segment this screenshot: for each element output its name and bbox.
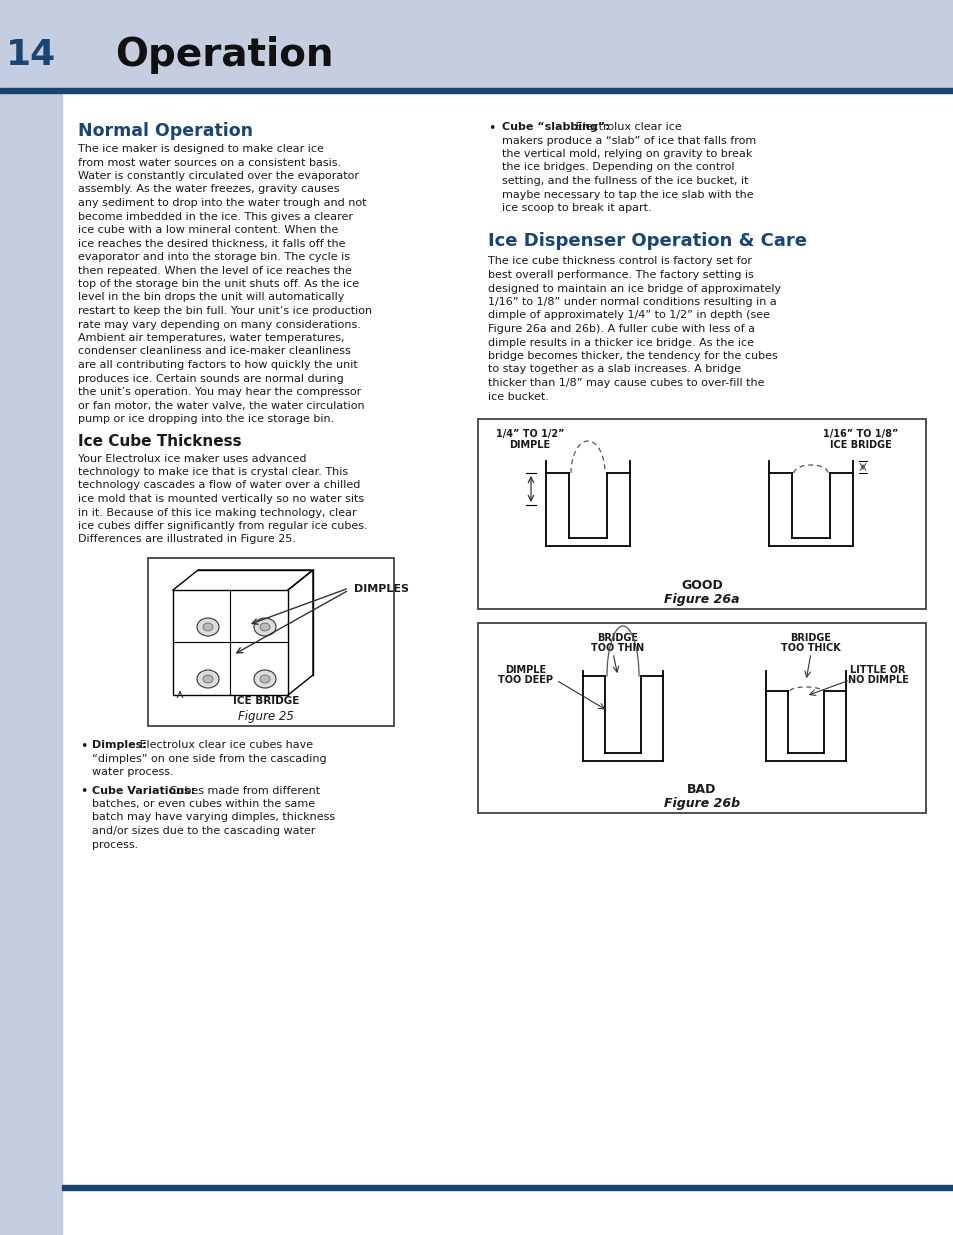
Ellipse shape: [253, 671, 275, 688]
Text: Ambient air temperatures, water temperatures,: Ambient air temperatures, water temperat…: [78, 333, 344, 343]
Text: •: •: [80, 740, 88, 753]
Text: 1/4” TO 1/2”: 1/4” TO 1/2”: [496, 429, 563, 438]
Text: Electrolux clear ice cubes have: Electrolux clear ice cubes have: [136, 740, 313, 750]
Bar: [62, 1186, 953, 1191]
Text: Cubes made from different: Cubes made from different: [166, 785, 320, 795]
Text: 1/16” TO 1/8”: 1/16” TO 1/8”: [822, 429, 898, 438]
Text: water process.: water process.: [91, 767, 173, 777]
Text: GOOD: GOOD: [680, 579, 722, 592]
Text: Ice Dispenser Operation & Care: Ice Dispenser Operation & Care: [488, 232, 806, 251]
Text: Your Electrolux ice maker uses advanced: Your Electrolux ice maker uses advanced: [78, 453, 306, 463]
Text: ice mold that is mounted vertically so no water sits: ice mold that is mounted vertically so n…: [78, 494, 364, 504]
Text: best overall performance. The factory setting is: best overall performance. The factory se…: [488, 270, 753, 280]
Text: rate may vary depending on many considerations.: rate may vary depending on many consider…: [78, 320, 360, 330]
Text: Figure 26a and 26b). A fuller cube with less of a: Figure 26a and 26b). A fuller cube with …: [488, 324, 754, 333]
Text: technology to make ice that is crystal clear. This: technology to make ice that is crystal c…: [78, 467, 348, 477]
Text: level in the bin drops the unit will automatically: level in the bin drops the unit will aut…: [78, 293, 344, 303]
Ellipse shape: [203, 676, 213, 683]
Text: in it. Because of this ice making technology, clear: in it. Because of this ice making techno…: [78, 508, 356, 517]
Ellipse shape: [260, 676, 270, 683]
Bar: [0, 88, 953, 93]
Text: •: •: [488, 122, 495, 135]
Text: assembly. As the water freezes, gravity causes: assembly. As the water freezes, gravity …: [78, 184, 339, 194]
Text: become imbedded in the ice. This gives a clearer: become imbedded in the ice. This gives a…: [78, 211, 353, 221]
Bar: [148, 558, 394, 726]
Text: 14: 14: [6, 38, 56, 72]
Ellipse shape: [260, 622, 270, 631]
Text: The ice cube thickness control is factory set for: The ice cube thickness control is factor…: [488, 257, 751, 267]
Ellipse shape: [253, 618, 275, 636]
Text: Electrolux clear ice: Electrolux clear ice: [572, 122, 681, 132]
Text: Dimples:: Dimples:: [91, 740, 147, 750]
Text: ice reaches the desired thickness, it falls off the: ice reaches the desired thickness, it fa…: [78, 238, 345, 248]
Text: restart to keep the bin full. Your unit’s ice production: restart to keep the bin full. Your unit’…: [78, 306, 372, 316]
Text: Ice Cube Thickness: Ice Cube Thickness: [78, 433, 241, 448]
Bar: [0, 0, 62, 1235]
Text: from most water sources on a consistent basis.: from most water sources on a consistent …: [78, 158, 341, 168]
Text: BRIDGE: BRIDGE: [790, 634, 831, 643]
Text: ICE BRIDGE: ICE BRIDGE: [233, 697, 299, 706]
Text: any sediment to drop into the water trough and not: any sediment to drop into the water trou…: [78, 198, 366, 207]
Text: bridge becomes thicker, the tendency for the cubes: bridge becomes thicker, the tendency for…: [488, 351, 777, 361]
Text: Cube Variations:: Cube Variations:: [91, 785, 195, 795]
Text: ice cube with a low mineral content. When the: ice cube with a low mineral content. Whe…: [78, 225, 338, 235]
Text: DIMPLE: DIMPLE: [505, 664, 546, 676]
Text: BAD: BAD: [686, 783, 716, 797]
Text: Differences are illustrated in Figure 25.: Differences are illustrated in Figure 25…: [78, 535, 295, 545]
Text: condenser cleanliness and ice-maker cleanliness: condenser cleanliness and ice-maker clea…: [78, 347, 351, 357]
Text: top of the storage bin the unit shuts off. As the ice: top of the storage bin the unit shuts of…: [78, 279, 358, 289]
Text: Water is constantly circulated over the evaporator: Water is constantly circulated over the …: [78, 170, 358, 182]
Bar: [477, 419, 925, 609]
Text: the unit’s operation. You may hear the compressor: the unit’s operation. You may hear the c…: [78, 387, 361, 396]
Text: DIMPLES: DIMPLES: [354, 584, 409, 594]
Ellipse shape: [196, 618, 219, 636]
Text: Figure 26b: Figure 26b: [663, 797, 740, 810]
Text: DIMPLE: DIMPLE: [509, 440, 550, 450]
Text: maybe necessary to tap the ice slab with the: maybe necessary to tap the ice slab with…: [501, 189, 753, 200]
Text: dimple of approximately 1/4” to 1/2” in depth (see: dimple of approximately 1/4” to 1/2” in …: [488, 310, 769, 321]
Bar: [477, 622, 925, 813]
Text: BRIDGE: BRIDGE: [597, 634, 638, 643]
Text: or fan motor, the water valve, the water circulation: or fan motor, the water valve, the water…: [78, 400, 364, 410]
Text: are all contributing factors to how quickly the unit: are all contributing factors to how quic…: [78, 359, 357, 370]
Text: Cube “slabbing”:: Cube “slabbing”:: [501, 122, 609, 132]
Text: ice cubes differ significantly from regular ice cubes.: ice cubes differ significantly from regu…: [78, 521, 367, 531]
Text: batches, or even cubes within the same: batches, or even cubes within the same: [91, 799, 314, 809]
Text: TOO THIN: TOO THIN: [591, 643, 644, 653]
Text: ICE BRIDGE: ICE BRIDGE: [829, 440, 891, 450]
Text: TOO DEEP: TOO DEEP: [498, 676, 553, 685]
Text: pump or ice dropping into the ice storage bin.: pump or ice dropping into the ice storag…: [78, 414, 334, 424]
Text: Figure 25: Figure 25: [238, 710, 294, 722]
Text: Operation: Operation: [115, 36, 334, 74]
Text: evaporator and into the storage bin. The cycle is: evaporator and into the storage bin. The…: [78, 252, 350, 262]
Text: dimple results in a thicker ice bridge. As the ice: dimple results in a thicker ice bridge. …: [488, 337, 753, 347]
Text: “dimples” on one side from the cascading: “dimples” on one side from the cascading: [91, 753, 326, 763]
Text: NO DIMPLE: NO DIMPLE: [846, 676, 907, 685]
Text: 1/16” to 1/8” under normal conditions resulting in a: 1/16” to 1/8” under normal conditions re…: [488, 296, 776, 308]
Text: the ice bridges. Depending on the control: the ice bridges. Depending on the contro…: [501, 163, 734, 173]
Text: Figure 26a: Figure 26a: [663, 593, 739, 606]
Text: to stay together as a slab increases. A bridge: to stay together as a slab increases. A …: [488, 364, 740, 374]
Text: ice scoop to break it apart.: ice scoop to break it apart.: [501, 203, 651, 212]
Text: TOO THICK: TOO THICK: [781, 643, 840, 653]
Text: thicker than 1/8” may cause cubes to over-fill the: thicker than 1/8” may cause cubes to ove…: [488, 378, 763, 388]
Text: process.: process.: [91, 840, 138, 850]
Text: and/or sizes due to the cascading water: and/or sizes due to the cascading water: [91, 826, 315, 836]
Text: ice bucket.: ice bucket.: [488, 391, 548, 401]
Text: •: •: [80, 785, 88, 799]
Text: LITTLE OR: LITTLE OR: [849, 664, 904, 676]
Ellipse shape: [196, 671, 219, 688]
Bar: [0, 0, 953, 88]
Text: produces ice. Certain sounds are normal during: produces ice. Certain sounds are normal …: [78, 373, 343, 384]
Text: technology cascades a flow of water over a chilled: technology cascades a flow of water over…: [78, 480, 360, 490]
Text: the vertical mold, relying on gravity to break: the vertical mold, relying on gravity to…: [501, 149, 752, 159]
Text: The ice maker is designed to make clear ice: The ice maker is designed to make clear …: [78, 144, 323, 154]
Text: setting, and the fullness of the ice bucket, it: setting, and the fullness of the ice buc…: [501, 177, 748, 186]
Text: batch may have varying dimples, thickness: batch may have varying dimples, thicknes…: [91, 813, 335, 823]
Ellipse shape: [203, 622, 213, 631]
Text: then repeated. When the level of ice reaches the: then repeated. When the level of ice rea…: [78, 266, 352, 275]
Text: designed to maintain an ice bridge of approximately: designed to maintain an ice bridge of ap…: [488, 284, 781, 294]
Text: Normal Operation: Normal Operation: [78, 122, 253, 140]
Text: makers produce a “slab” of ice that falls from: makers produce a “slab” of ice that fall…: [501, 136, 756, 146]
